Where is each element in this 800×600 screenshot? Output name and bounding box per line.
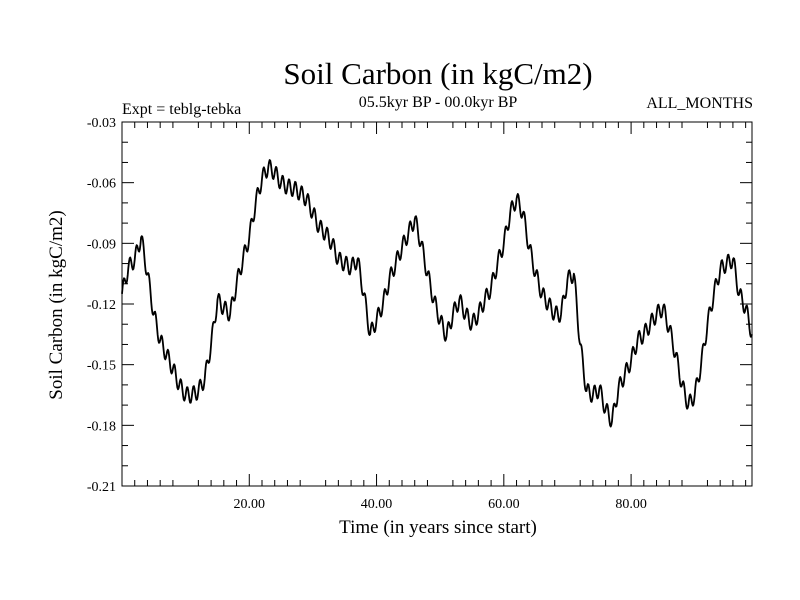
y-tick-label: -0.12 — [87, 298, 116, 313]
y-axis-label: Soil Carbon (in kgC/m2) — [46, 210, 67, 399]
series-line-teblg-tebka — [121, 159, 753, 428]
x-axis: 20.00 40.00 60.00 80.00 — [134, 122, 747, 512]
experiment-label: Expt = teblg-tebka — [122, 101, 241, 118]
x-axis-label: Time (in years since start) — [339, 517, 537, 538]
months-label: ALL_MONTHS — [646, 95, 753, 112]
y-tick-label: -0.09 — [87, 237, 116, 252]
y-tick-label: -0.03 — [87, 116, 116, 131]
y-tick-label: -0.18 — [87, 419, 116, 434]
y-tick-label: -0.06 — [87, 177, 116, 192]
chart-title: Soil Carbon (in kgC/m2) — [283, 56, 592, 91]
x-tick-label: 80.00 — [615, 497, 647, 512]
x-tick-label: 40.00 — [361, 497, 393, 512]
y-tick-label: -0.21 — [87, 480, 116, 495]
plot-area — [121, 159, 753, 428]
time-range-subtitle: 05.5kyr BP - 00.0kyr BP — [359, 94, 518, 111]
x-tick-label: 20.00 — [234, 497, 266, 512]
y-axis: -0.03 -0.06 -0.09 -0.12 -0.15 -0.18 -0.21 — [87, 116, 752, 495]
y-tick-label: -0.15 — [87, 359, 116, 374]
x-tick-label: 60.00 — [488, 497, 520, 512]
